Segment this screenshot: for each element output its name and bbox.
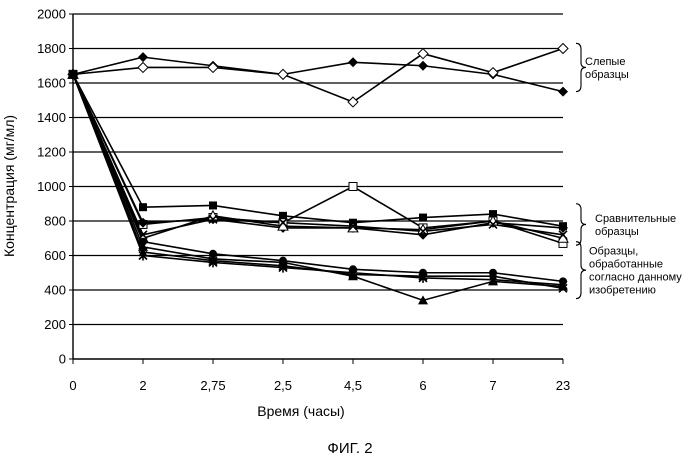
square-marker — [419, 214, 427, 222]
data-point — [558, 44, 568, 54]
gridlines — [73, 14, 563, 325]
data-point — [138, 52, 148, 62]
data-point — [348, 57, 358, 67]
x-tick-label: 4,5 — [344, 378, 362, 393]
group-label-line: согласно данному — [589, 272, 682, 284]
diamond-marker — [138, 52, 148, 62]
group-brace — [576, 242, 586, 299]
group-label-line: Образцы, — [589, 246, 638, 258]
y-tick-label: 0 — [59, 352, 66, 367]
y-tick-label: 400 — [44, 283, 66, 298]
data-point — [488, 68, 498, 78]
data-point — [418, 49, 428, 59]
data-point — [418, 61, 428, 71]
x-axis-title: Время (часы) — [257, 403, 344, 419]
x-tick-label: 6 — [419, 378, 426, 393]
x-tick-label: 0 — [69, 378, 76, 393]
data-point — [139, 203, 147, 211]
y-tick-labels: 0 200 400 600 800 1000 1200 1400 1600 1800 2000 — [37, 7, 66, 367]
group-label-line: образцы — [595, 226, 639, 238]
series-lines — [73, 49, 563, 301]
data-point — [349, 183, 357, 191]
diamond-marker — [418, 49, 428, 59]
diamond-marker — [418, 61, 428, 71]
data-point — [558, 87, 568, 97]
square-marker — [139, 203, 147, 211]
data-point — [138, 62, 148, 72]
data-point — [278, 69, 288, 79]
y-tick-label: 2000 — [37, 7, 66, 22]
x-tick-labels: 0 2 2,75 2,5 4,5 6 7 23 — [69, 378, 570, 393]
diamond-marker — [558, 87, 568, 97]
group-label-line: обработанные — [589, 259, 663, 271]
y-tick-label: 600 — [44, 248, 66, 263]
x-tick-label: 2,5 — [274, 378, 292, 393]
diamond-marker — [558, 44, 568, 54]
diamond-marker — [138, 62, 148, 72]
x-tick-label: 7 — [489, 378, 496, 393]
data-point — [209, 201, 217, 209]
diamond-marker — [208, 62, 218, 72]
figure-caption: ФИГ. 2 — [327, 440, 372, 457]
square-marker — [209, 201, 217, 209]
x-tick-label: 2 — [139, 378, 146, 393]
group-annotations: СлепыеобразцыСравнительныеобразцыОбразцы… — [576, 43, 682, 298]
y-tick-label: 1400 — [37, 110, 66, 125]
group-brace — [576, 204, 586, 245]
diamond-marker — [348, 97, 358, 107]
data-point — [419, 214, 427, 222]
diamond-marker — [348, 57, 358, 67]
y-tick-label: 1800 — [37, 41, 66, 56]
group-label-line: Сравнительные — [595, 213, 676, 225]
y-tick-label: 1200 — [37, 145, 66, 160]
data-point — [348, 97, 358, 107]
data-point — [208, 62, 218, 72]
diamond-marker — [488, 68, 498, 78]
diamond-marker — [278, 69, 288, 79]
y-tick-label: 1600 — [37, 76, 66, 91]
y-tick-label: 800 — [44, 214, 66, 229]
x-tick-label: 23 — [556, 378, 570, 393]
group-label-line: изобретению — [589, 285, 656, 297]
group-label-line: образцы — [585, 69, 629, 81]
y-tick-label: 200 — [44, 317, 66, 332]
x-tick-label: 2,75 — [200, 378, 225, 393]
y-tick-label: 1000 — [37, 179, 66, 194]
series-line — [73, 74, 563, 300]
square-marker — [349, 183, 357, 191]
group-label-line: Слепые — [585, 56, 625, 68]
y-axis-title: Концентрация (мг/мл) — [1, 115, 17, 257]
